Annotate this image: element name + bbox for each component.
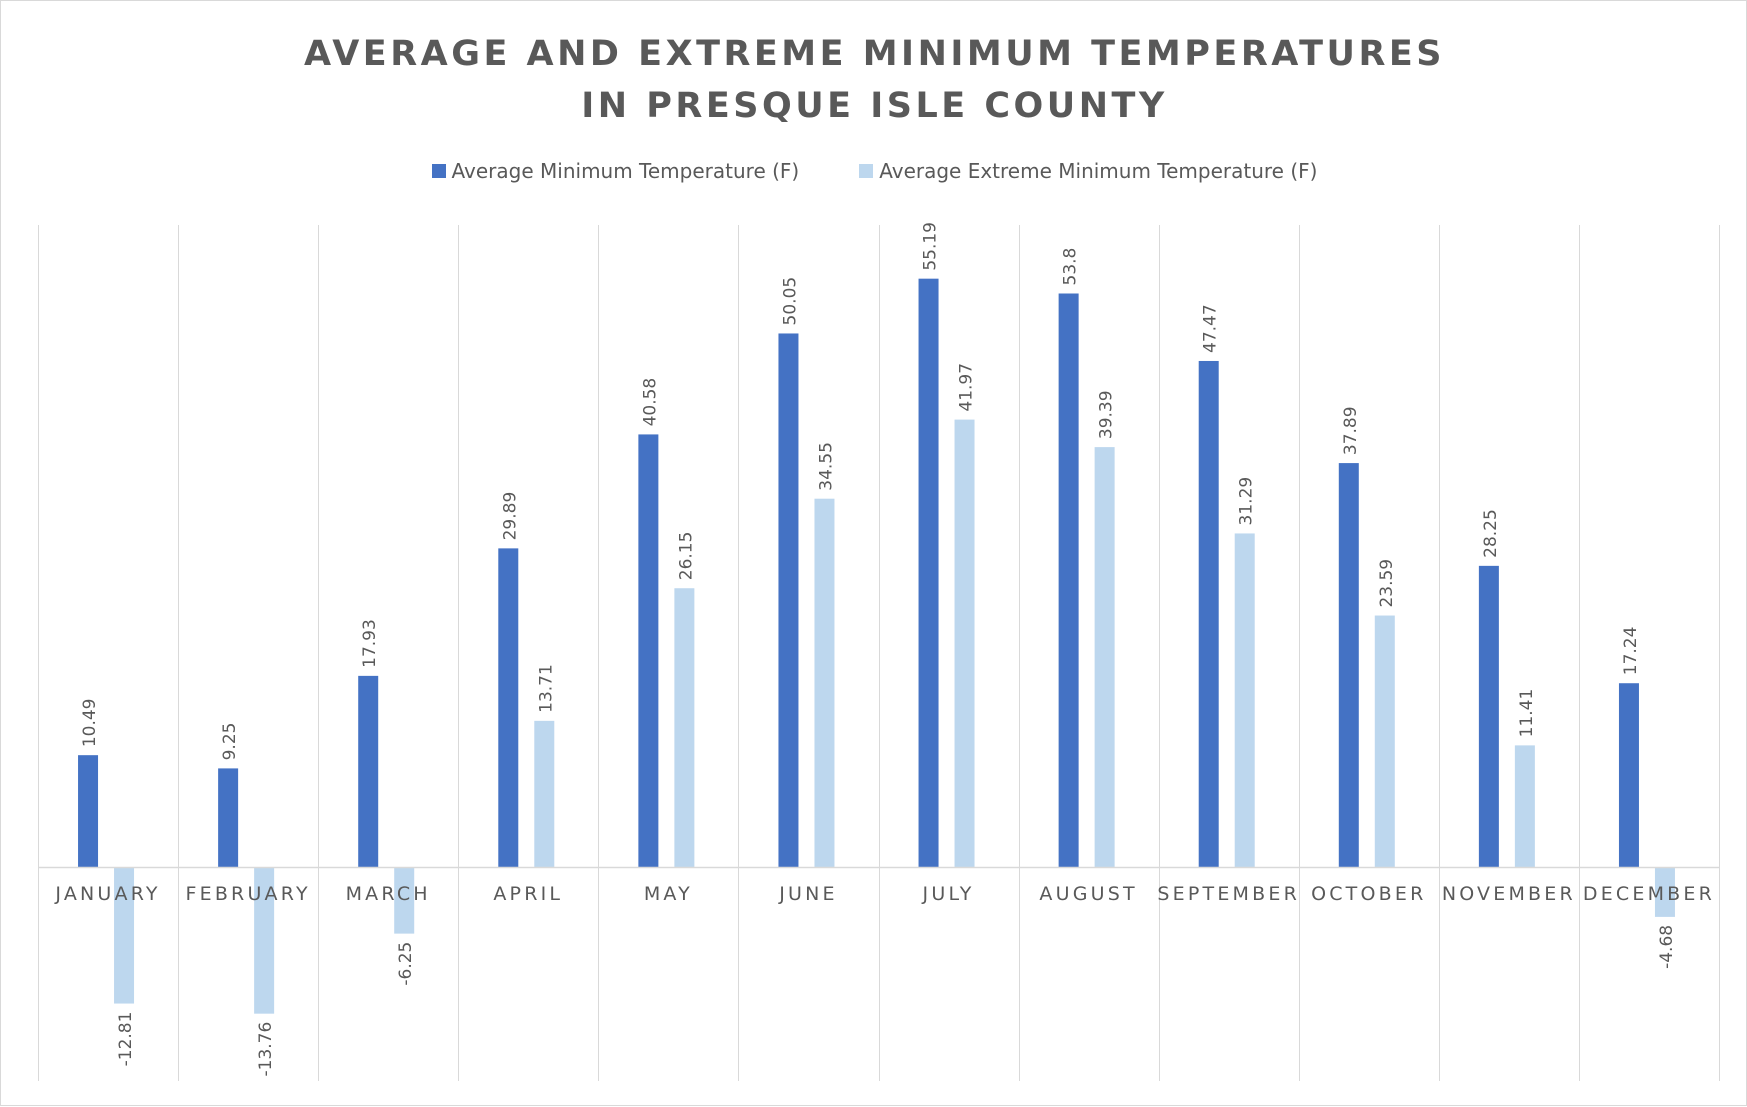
category-label: AUGUST [1039,883,1137,905]
data-label: 28.25 [1481,509,1501,558]
legend-swatch-extreme-min [859,164,874,178]
data-label: 29.89 [500,492,520,541]
data-label: -13.76 [256,1022,276,1077]
bar-series-2 [1234,533,1255,867]
data-label: 47.47 [1201,304,1221,353]
bar-series-2 [534,720,555,867]
bar-series-2 [954,419,975,867]
data-label: 13.71 [536,664,556,713]
data-label: -6.25 [396,942,416,986]
data-label: 23.59 [1377,559,1397,608]
data-label: 39.39 [1097,390,1117,439]
data-label: 55.19 [921,222,941,271]
bar-series-2 [1374,615,1395,867]
bar-series-1 [358,675,379,867]
data-label: -4.68 [1657,925,1677,969]
data-label: 50.05 [780,277,800,326]
chart-title-line-2: IN PRESQUE ISLE COUNTY [581,86,1168,126]
data-label: 17.93 [360,619,380,668]
category-label: NOVEMBER [1442,883,1576,905]
bar-series-2 [1094,447,1115,867]
data-label: 31.29 [1237,477,1257,526]
legend-item-extreme-min: Average Extreme Minimum Temperature (F) [859,159,1317,183]
bar-series-1 [638,434,659,867]
bar-series-1 [1478,565,1499,867]
bar-series-2 [674,588,695,867]
bar-series-1 [778,333,799,867]
bar-series-1 [1198,360,1219,867]
data-label: 26.15 [676,532,696,581]
bar-series-2 [114,867,135,1004]
bar-series-2 [394,867,415,934]
category-label: APRIL [493,883,563,905]
category-label: JUNE [778,883,838,905]
data-label: 40.58 [640,378,660,427]
bar-series-2 [1514,745,1535,867]
category-label: MARCH [346,883,431,905]
bar-series-1 [218,768,239,867]
category-label: FEBRUARY [185,883,310,905]
category-label: JULY [922,883,975,905]
category-label: JANUARY [54,883,160,905]
data-label: 17.24 [1621,627,1641,676]
bar-series-1 [78,755,99,867]
data-label: 34.55 [816,442,836,491]
chart-title-line-1: AVERAGE AND EXTREME MINIMUM TEMPERATURES [303,34,1446,74]
category-label: SEPTEMBER [1157,883,1300,905]
category-label: DECEMBER [1583,883,1715,905]
category-label: OCTOBER [1311,883,1426,905]
data-label: 37.89 [1341,406,1361,455]
bar-series-1 [1058,293,1079,867]
chart-legend: Average Minimum Temperature (F) Average … [1,159,1747,183]
bar-series-1 [1338,463,1359,867]
legend-label-extreme-min: Average Extreme Minimum Temperature (F) [879,159,1318,183]
legend-label-average-min: Average Minimum Temperature (F) [451,159,800,183]
data-label: 53.8 [1061,248,1081,286]
data-label: 9.25 [220,723,240,761]
bar-series-1 [918,278,939,868]
data-label: 41.97 [957,363,977,412]
data-label: 11.41 [1517,689,1537,738]
bar-series-1 [1618,683,1639,867]
data-label: -12.81 [116,1012,136,1067]
bar-series-2 [814,498,835,867]
bar-series-2 [254,867,275,1014]
category-label: MAY [644,883,693,905]
legend-swatch-average-min [431,164,446,178]
legend-item-average-min: Average Minimum Temperature (F) [431,159,800,183]
data-label: 10.49 [80,699,100,748]
bar-series-1 [498,548,519,867]
bar-series-2 [1654,867,1675,917]
